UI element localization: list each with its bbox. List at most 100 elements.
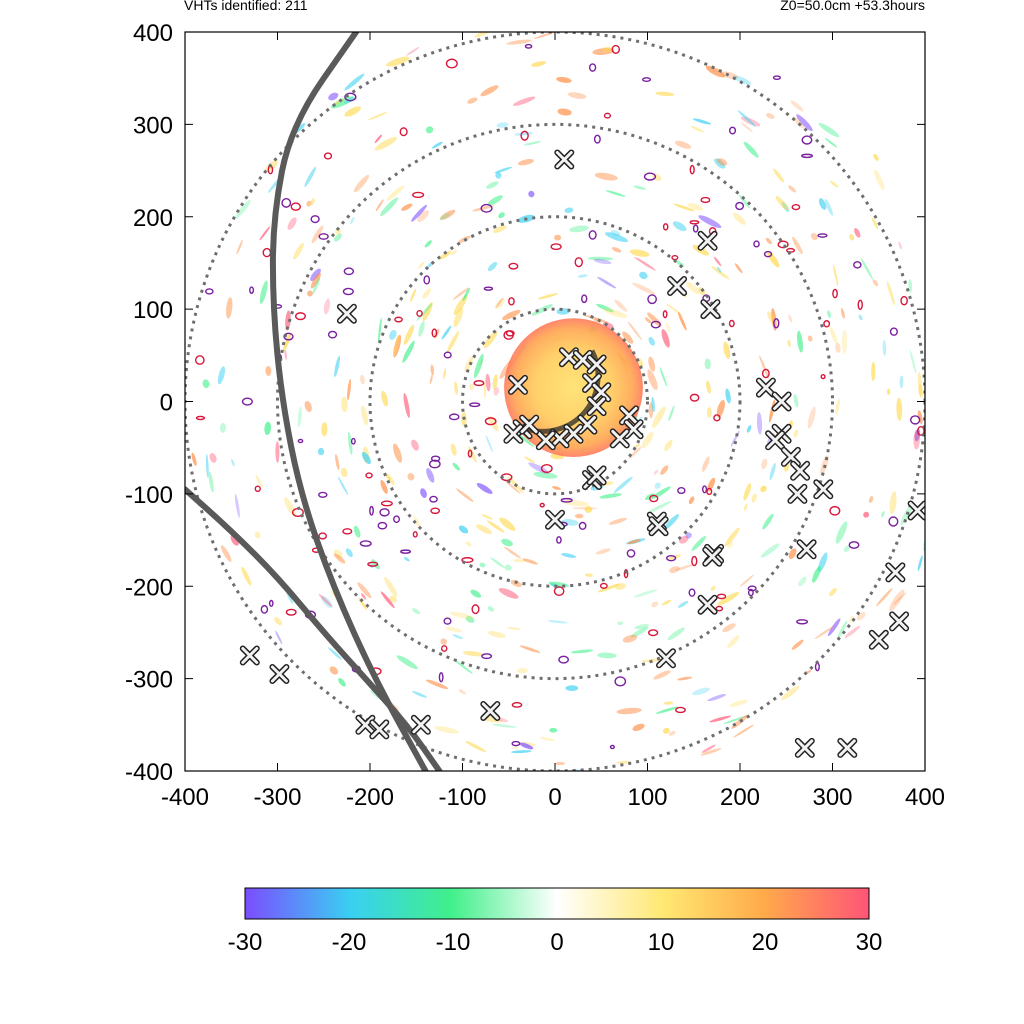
field-streak xyxy=(769,463,776,481)
vorticity-contour xyxy=(649,494,659,503)
field-streak xyxy=(434,726,459,734)
field-streak xyxy=(668,730,676,736)
field-streak xyxy=(285,310,291,331)
field-streak xyxy=(440,209,456,220)
field-streak xyxy=(634,256,656,271)
field-streak xyxy=(740,116,761,127)
vorticity-contour xyxy=(380,500,393,507)
field-streak xyxy=(692,118,712,125)
vht-marker xyxy=(591,382,612,403)
vht-marker-fill xyxy=(757,379,775,397)
field-streak xyxy=(737,110,757,127)
field-streak xyxy=(404,556,410,562)
field-streak xyxy=(549,727,558,733)
vorticity-contour xyxy=(677,487,686,495)
vorticity-contour xyxy=(318,233,329,240)
field-streak xyxy=(307,290,313,297)
vorticity-contour xyxy=(423,275,431,285)
field-streak xyxy=(528,190,535,198)
field-streak xyxy=(595,548,611,555)
vorticity-contour xyxy=(857,299,863,311)
vorticity-contour xyxy=(511,702,523,708)
vorticity-contour xyxy=(260,604,269,614)
vht-marker xyxy=(700,299,721,320)
field-streak xyxy=(443,368,447,380)
field-streak xyxy=(341,396,348,413)
vht-marker xyxy=(889,611,910,632)
vht-count-label: VHTs identified: 211 xyxy=(184,0,308,13)
field-streak xyxy=(616,707,642,715)
field-streak xyxy=(564,207,574,214)
field-streak xyxy=(386,56,410,67)
field-streak xyxy=(738,194,751,209)
field-streak xyxy=(876,587,893,607)
field-streak xyxy=(219,422,226,433)
field-streak xyxy=(386,185,405,201)
vht-marker-fill xyxy=(370,720,388,738)
vorticity-contour xyxy=(558,655,569,664)
field-streak xyxy=(475,524,493,535)
field-streak xyxy=(840,307,845,319)
vorticity-contour xyxy=(761,368,770,379)
field-streak xyxy=(321,595,333,609)
field-streak xyxy=(812,566,821,583)
vorticity-contour xyxy=(318,532,328,540)
field-streak xyxy=(918,383,924,398)
field-streak xyxy=(337,476,349,496)
vorticity-contour xyxy=(689,164,695,175)
vorticity-contour xyxy=(412,191,425,198)
field-streak xyxy=(335,454,340,471)
field-streak xyxy=(765,237,773,245)
field-streak xyxy=(659,367,668,387)
field-streak xyxy=(494,166,513,174)
field-streak xyxy=(706,380,711,394)
field-streak xyxy=(917,371,922,397)
field-streak xyxy=(775,195,789,211)
vht-marker xyxy=(545,509,565,530)
field-streak xyxy=(759,355,769,379)
field-streak xyxy=(481,514,493,520)
field-streak xyxy=(675,140,692,149)
vorticity-contour xyxy=(823,320,831,328)
field-streak xyxy=(255,474,263,488)
vorticity-contour xyxy=(560,497,573,503)
field-streak xyxy=(502,309,521,320)
field-streak xyxy=(900,504,914,526)
field-streak xyxy=(455,488,474,503)
vorticity-contour xyxy=(241,397,253,406)
vorticity-contour xyxy=(508,297,515,306)
field-streak xyxy=(411,439,419,451)
y-tick-label: -300 xyxy=(125,667,173,694)
vorticity-contour xyxy=(481,653,493,660)
field-streak xyxy=(675,260,685,267)
field-streak xyxy=(835,398,840,415)
field-streak xyxy=(627,539,641,545)
x-tick-label: -300 xyxy=(253,784,301,811)
field-streak xyxy=(403,324,415,345)
field-streak xyxy=(574,513,584,519)
field-streak xyxy=(923,530,925,552)
vht-marker xyxy=(269,664,290,684)
field-streak xyxy=(458,689,466,695)
field-streak xyxy=(453,307,464,328)
field-streak xyxy=(462,650,484,657)
field-streak xyxy=(458,525,469,534)
vorticity-contour xyxy=(688,588,696,597)
field-streak xyxy=(597,276,617,289)
vortex-core xyxy=(504,318,643,458)
vorticity-contour xyxy=(728,319,735,328)
field-streak xyxy=(788,548,797,559)
vorticity-contour xyxy=(888,516,899,527)
field-streak xyxy=(685,281,700,295)
vht-marker-fill xyxy=(574,351,592,369)
vht-marker-fill xyxy=(870,631,888,649)
vht-marker xyxy=(796,539,817,560)
field-streak xyxy=(420,488,427,499)
vorticity-contour xyxy=(268,599,274,607)
field-streak xyxy=(424,240,432,248)
field-streak xyxy=(672,221,687,232)
field-streak xyxy=(653,469,659,475)
field-streak xyxy=(622,634,638,643)
